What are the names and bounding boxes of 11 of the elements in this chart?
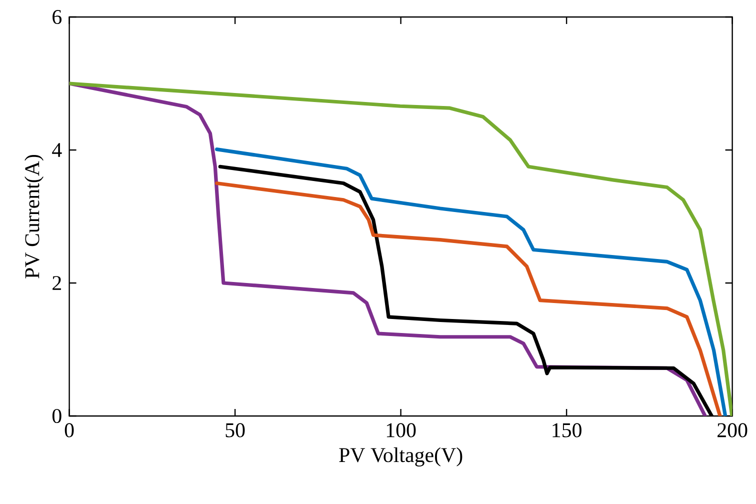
x-tick-label: 50 (226, 423, 245, 438)
y-tick-label: 6 (52, 10, 62, 24)
y-tick-label: 2 (52, 276, 61, 290)
x-axis-title: PV Voltage(V) (339, 447, 462, 466)
x-tick-label: 100 (386, 423, 416, 438)
y-tick-label: 0 (52, 408, 62, 424)
x-tick-label: 200 (718, 423, 748, 438)
x-tick-label: 150 (552, 423, 582, 438)
x-tick-label: 0 (64, 423, 74, 438)
y-tick-label: 4 (52, 143, 62, 157)
y-axis-title: PV Current(A) (24, 154, 44, 278)
